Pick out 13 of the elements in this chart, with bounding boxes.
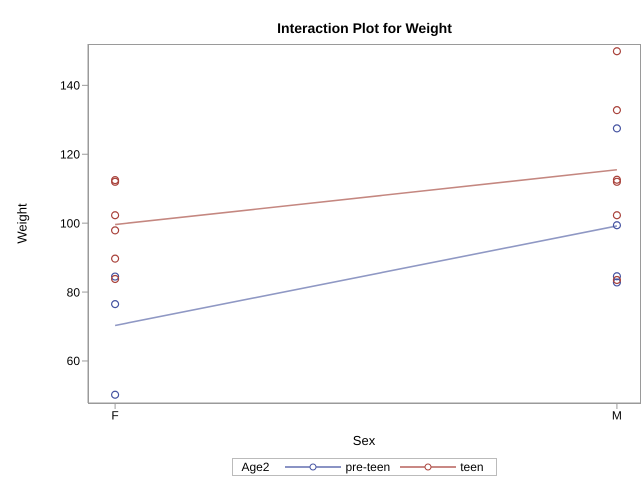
y-tick-label: 140 xyxy=(60,78,80,93)
x-tick-label: M xyxy=(612,408,622,423)
y-tick-label: 120 xyxy=(60,148,80,162)
legend-title: Age2 xyxy=(241,460,270,474)
x-tick-label: F xyxy=(111,408,119,423)
legend-label: teen xyxy=(460,460,484,474)
y-tick-label: 60 xyxy=(66,354,80,368)
y-tick-label: 100 xyxy=(60,216,80,230)
y-axis-title: Weight xyxy=(14,203,30,244)
x-axis-title: Sex xyxy=(352,433,376,448)
y-tick-label: 80 xyxy=(66,285,80,300)
chart-title: Interaction Plot for Weight xyxy=(276,20,453,36)
legend-label: pre-teen xyxy=(345,460,390,474)
